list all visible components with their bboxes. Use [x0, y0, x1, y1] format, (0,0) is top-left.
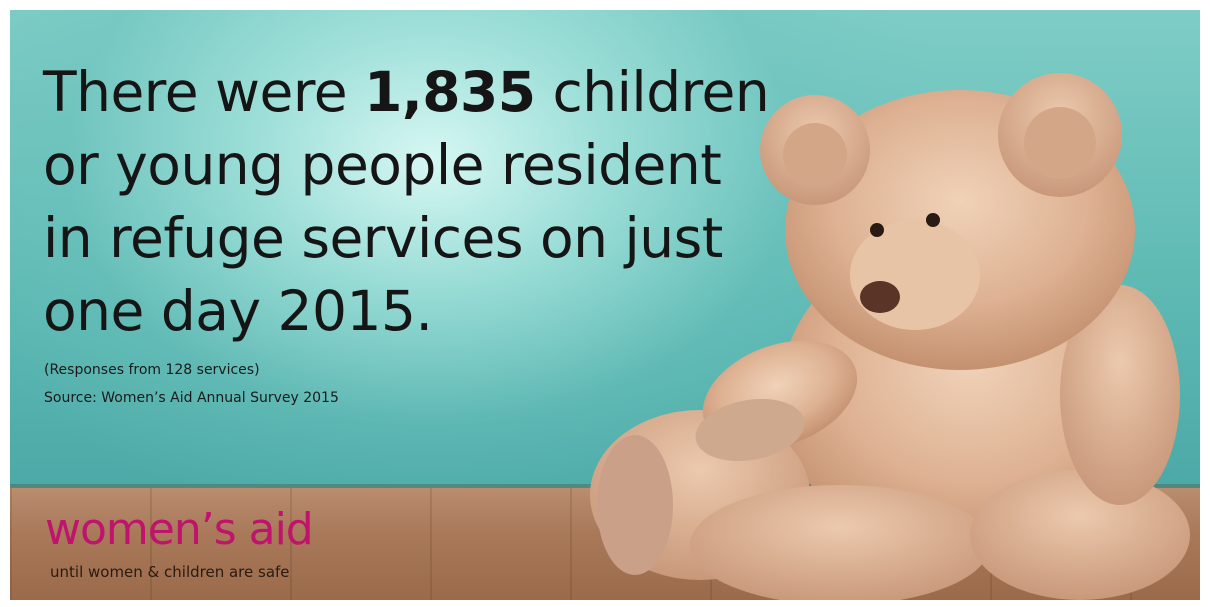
- headline-text-part-1: There were: [43, 60, 365, 124]
- headline: There were 1,835 children or young peopl…: [43, 56, 783, 348]
- headline-text-part-2: children or young people resident in ref…: [43, 60, 770, 343]
- responses-note: (Responses from 128 services): [44, 362, 260, 378]
- womens-aid-logo: women’s aid: [45, 504, 314, 555]
- children-count: 1,835: [364, 60, 536, 124]
- brand-tagline: until women & children are safe: [50, 563, 290, 581]
- source-note: Source: Women’s Aid Annual Survey 2015: [44, 390, 339, 406]
- teddy-bear-image: [590, 73, 1190, 600]
- infographic: There were 1,835 children or young peopl…: [10, 10, 1200, 600]
